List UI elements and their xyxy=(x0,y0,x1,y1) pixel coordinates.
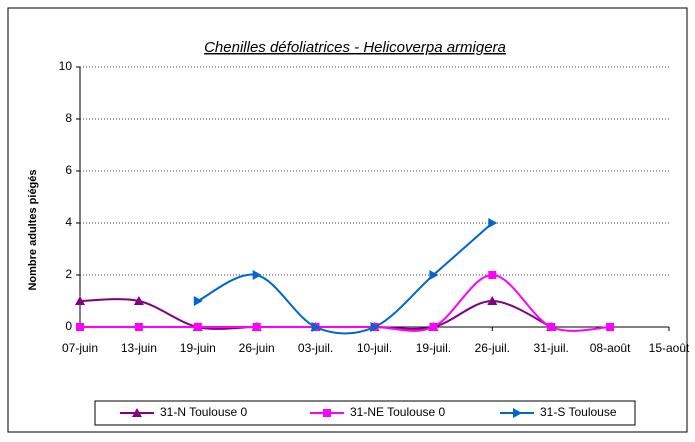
y-tick-label: 6 xyxy=(65,163,72,177)
x-tick-label: 31-juil. xyxy=(534,341,569,355)
marker xyxy=(193,323,202,331)
y-tick-label: 2 xyxy=(65,267,72,281)
marker xyxy=(193,296,203,306)
y-tick-label: 4 xyxy=(65,215,72,229)
x-tick-label: 26-juil. xyxy=(475,341,510,355)
legend-label: 31-NE Toulouse 0 xyxy=(350,405,446,419)
marker xyxy=(488,218,498,228)
marker xyxy=(488,271,497,279)
marker xyxy=(75,296,85,305)
marker xyxy=(132,408,142,417)
marker xyxy=(513,408,522,418)
marker xyxy=(429,323,438,331)
marker xyxy=(252,323,261,331)
series-line xyxy=(80,273,611,332)
x-tick-label: 15-août xyxy=(649,341,690,355)
legend-box xyxy=(94,400,636,426)
x-tick-label: 08-août xyxy=(590,341,631,355)
marker xyxy=(547,323,556,331)
marker xyxy=(76,323,84,331)
legend-label: 31-S Toulouse xyxy=(540,405,617,419)
series-line xyxy=(197,222,493,335)
y-axis-label: Nombre adultes piégés xyxy=(27,169,39,290)
marker xyxy=(133,296,144,305)
marker xyxy=(429,270,439,280)
x-tick-label: 26-juin xyxy=(239,341,275,355)
marker xyxy=(487,296,498,305)
x-tick-label: 19-juil. xyxy=(416,341,451,355)
marker xyxy=(606,323,615,331)
legend-label: 31-N Toulouse 0 xyxy=(160,405,247,419)
x-tick-label: 13-juin xyxy=(121,341,157,355)
y-tick-label: 0 xyxy=(65,319,72,333)
marker xyxy=(134,323,143,331)
marker xyxy=(370,322,380,332)
chart-border xyxy=(7,7,688,433)
x-tick-label: 10-juil. xyxy=(357,341,392,355)
chart-title: Chenilles défoliatrices - Helicoverpa ar… xyxy=(204,39,506,56)
x-tick-label: 19-juin xyxy=(180,341,216,355)
marker xyxy=(323,409,331,417)
marker xyxy=(252,270,262,280)
y-tick-label: 8 xyxy=(65,111,72,125)
x-tick-label: 03-juil. xyxy=(298,341,333,355)
marker xyxy=(311,322,321,332)
x-tick-label: 07-juin xyxy=(62,341,98,355)
y-tick-label: 10 xyxy=(59,59,73,73)
